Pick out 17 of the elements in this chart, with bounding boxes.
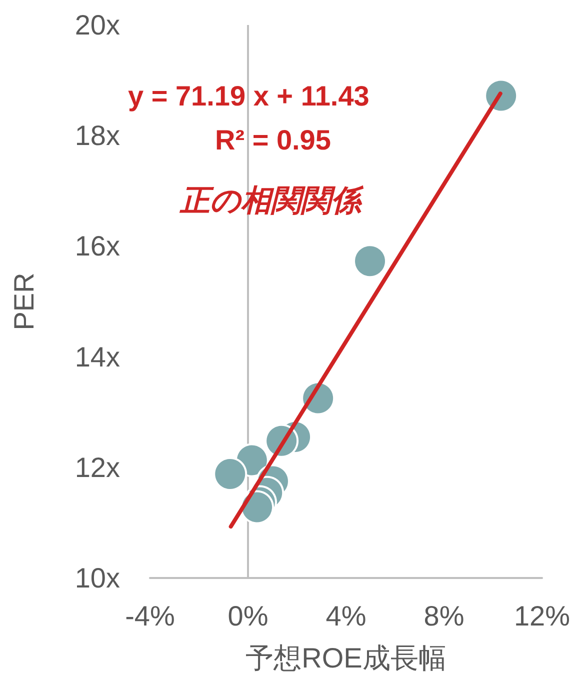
annotation: R² = 0.95 xyxy=(215,124,331,156)
y-tick-label: 12x xyxy=(74,452,120,483)
annotation: 正の相関関係 xyxy=(179,184,364,218)
x-axis-title: 予想ROE成長幅 xyxy=(246,642,446,674)
x-tick-label: 0% xyxy=(228,600,268,632)
x-tick-label: 4% xyxy=(326,600,366,632)
y-tick-label: 16x xyxy=(74,230,120,262)
y-axis-title: PER xyxy=(8,272,40,330)
annotation: y = 71.19 x + 11.43 xyxy=(128,80,370,112)
x-tick-label: 8% xyxy=(424,600,464,632)
y-tick-label: 20x xyxy=(74,10,120,40)
y-tick-label: 10x xyxy=(74,562,120,594)
x-tick-label: -4% xyxy=(125,600,175,632)
y-tick-label: 14x xyxy=(74,341,120,372)
point xyxy=(484,78,518,113)
x-tick-label: 12% xyxy=(514,600,570,632)
y-tick-label: 18x xyxy=(74,120,120,152)
